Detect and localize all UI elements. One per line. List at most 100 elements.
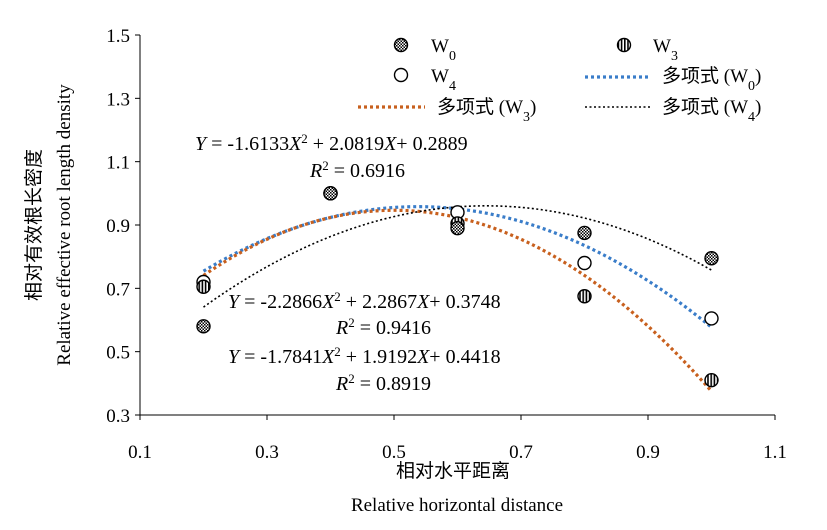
r2-value: = 0.6916: [329, 160, 405, 182]
legend-label-w3-base: W: [653, 36, 671, 57]
r2-value: = 0.9416: [355, 317, 431, 339]
x-axis-title-zh: 相对水平距离: [396, 460, 510, 482]
eq-y: Y: [228, 291, 241, 313]
axes: 0.3 0.5 0.7 0.9 1.1 1.3 1.5 0.1 0.3 0.5 0.7 0.9 1.1: [106, 26, 787, 463]
point-w0-shape: [196, 319, 211, 334]
legend-marker-w0-shape: [393, 37, 409, 53]
eq-b: + 2.0819: [308, 133, 384, 155]
eq-sup: 2: [301, 131, 308, 146]
legend-marker-w4-shape: [393, 67, 409, 83]
eq-x: X: [416, 291, 430, 313]
x-tick-label: 0.1: [128, 442, 152, 463]
eq-c: + 0.2889: [396, 133, 467, 155]
data-points: [196, 186, 719, 388]
point-w0: [450, 220, 465, 236]
legend-label-trend-w4-suffix: ): [755, 97, 761, 118]
point-w0: [323, 186, 338, 201]
point-w0-shape: [323, 186, 338, 201]
y-axis-title-zh: 相对有效根长密度: [23, 149, 45, 301]
point-w0-shape: [450, 220, 465, 236]
eq-y: Y: [228, 346, 241, 368]
y-tick-label: 1.3: [106, 89, 130, 110]
eq-a: = -2.2866: [239, 291, 322, 313]
legend-label-trend-w0-base: 多项式 (W: [662, 65, 748, 87]
legend-label-trend-w3-base: 多项式 (W: [437, 96, 523, 118]
y-tick-label: 1.5: [106, 26, 130, 47]
r2-r: R: [335, 317, 348, 339]
x-tick-label: 0.5: [382, 442, 406, 463]
eq-b: + 1.9192: [341, 346, 417, 368]
eq-b: + 2.2867: [341, 291, 417, 313]
x-axis-title-en: Relative horizontal distance: [351, 495, 563, 516]
point-w0-shape: [577, 225, 592, 241]
y-tick-label: 0.9: [106, 216, 130, 237]
trendline-w3: [202, 208, 713, 393]
eq-x: X: [383, 133, 397, 155]
point-w4: [577, 255, 592, 271]
equation-w4: Y = -1.6133X2 + 2.0819X+ 0.2889: [195, 131, 468, 156]
r2-sup: 2: [348, 371, 355, 386]
x-tick-label: 1.1: [763, 442, 787, 463]
point-w3: [704, 372, 719, 388]
r2-w3: R2 = 0.9416: [335, 315, 431, 340]
r2-value: = 0.8919: [355, 373, 431, 395]
x-tick-label: 0.3: [255, 442, 279, 463]
point-w3-shape: [704, 372, 719, 388]
eq-x: X: [416, 346, 430, 368]
eq-x2: X: [288, 133, 302, 155]
legend-label-trend-w0: 多项式 (W0): [662, 65, 761, 94]
legend-label-w4: W4: [431, 66, 456, 94]
eq-y: Y: [195, 133, 208, 155]
eq-a: = -1.7841: [239, 346, 322, 368]
legend-label-trend-w4-base: 多项式 (W: [662, 96, 748, 118]
point-w0: [577, 225, 592, 241]
legend-label-w0-base: W: [431, 36, 449, 57]
r2-w4: R2 = 0.6916: [309, 158, 405, 183]
r2-r: R: [309, 160, 322, 182]
eq-x2: X: [321, 291, 335, 313]
y-tick-label: 1.1: [106, 153, 130, 174]
eq-x2: X: [321, 346, 335, 368]
legend-label-trend-w0-suffix: ): [755, 66, 761, 87]
point-w0: [196, 319, 211, 334]
legend-label-w3: W3: [653, 36, 678, 64]
eq-a: = -1.6133: [206, 133, 289, 155]
legend-label-trend-w4: 多项式 (W4): [662, 96, 761, 125]
legend-marker-w3: [616, 37, 632, 53]
legend-label-trend-w0-sub: 0: [748, 79, 755, 94]
eq-c: + 0.3748: [429, 291, 500, 313]
r2-r: R: [335, 373, 348, 395]
r2-w0: R2 = 0.8919: [335, 371, 431, 396]
x-tick-label: 0.7: [509, 442, 533, 463]
y-tick-label: 0.7: [106, 279, 130, 300]
legend-label-trend-w3: 多项式 (W3): [437, 96, 536, 125]
equation-w3: Y = -2.2866X2 + 2.2867X+ 0.3748: [228, 289, 501, 314]
eq-sup: 2: [334, 289, 341, 304]
point-w4: [704, 311, 719, 326]
legend-marker-w4: [393, 67, 409, 83]
y-tick-label: 0.5: [106, 343, 130, 364]
point-w3: [577, 289, 592, 304]
point-w3-shape: [196, 279, 211, 294]
legend-label-trend-w3-sub: 3: [523, 110, 530, 125]
y-axis-title-en: Relative effective root length density: [54, 84, 75, 366]
r2-sup: 2: [322, 158, 329, 173]
point-w3-shape: [577, 289, 592, 304]
point-w4-shape: [577, 255, 592, 271]
trendline-w4: [203, 205, 712, 308]
point-w4-shape: [704, 311, 719, 326]
equation-w0: Y = -1.7841X2 + 1.9192X+ 0.4418: [228, 344, 501, 369]
x-tick-label: 0.9: [636, 442, 660, 463]
r2-sup: 2: [348, 315, 355, 330]
eq-sup: 2: [334, 344, 341, 359]
legend-label-trend-w3-suffix: ): [530, 97, 536, 118]
legend-label-w3-sub: 3: [671, 49, 678, 64]
eq-c: + 0.4418: [429, 346, 500, 368]
legend-label-w0: W0: [431, 36, 456, 64]
legend-label-w4-sub: 4: [449, 79, 456, 94]
legend-label-w0-sub: 0: [449, 49, 456, 64]
legend-marker-w0: [393, 37, 409, 53]
legend-marker-w3-shape: [616, 37, 632, 53]
